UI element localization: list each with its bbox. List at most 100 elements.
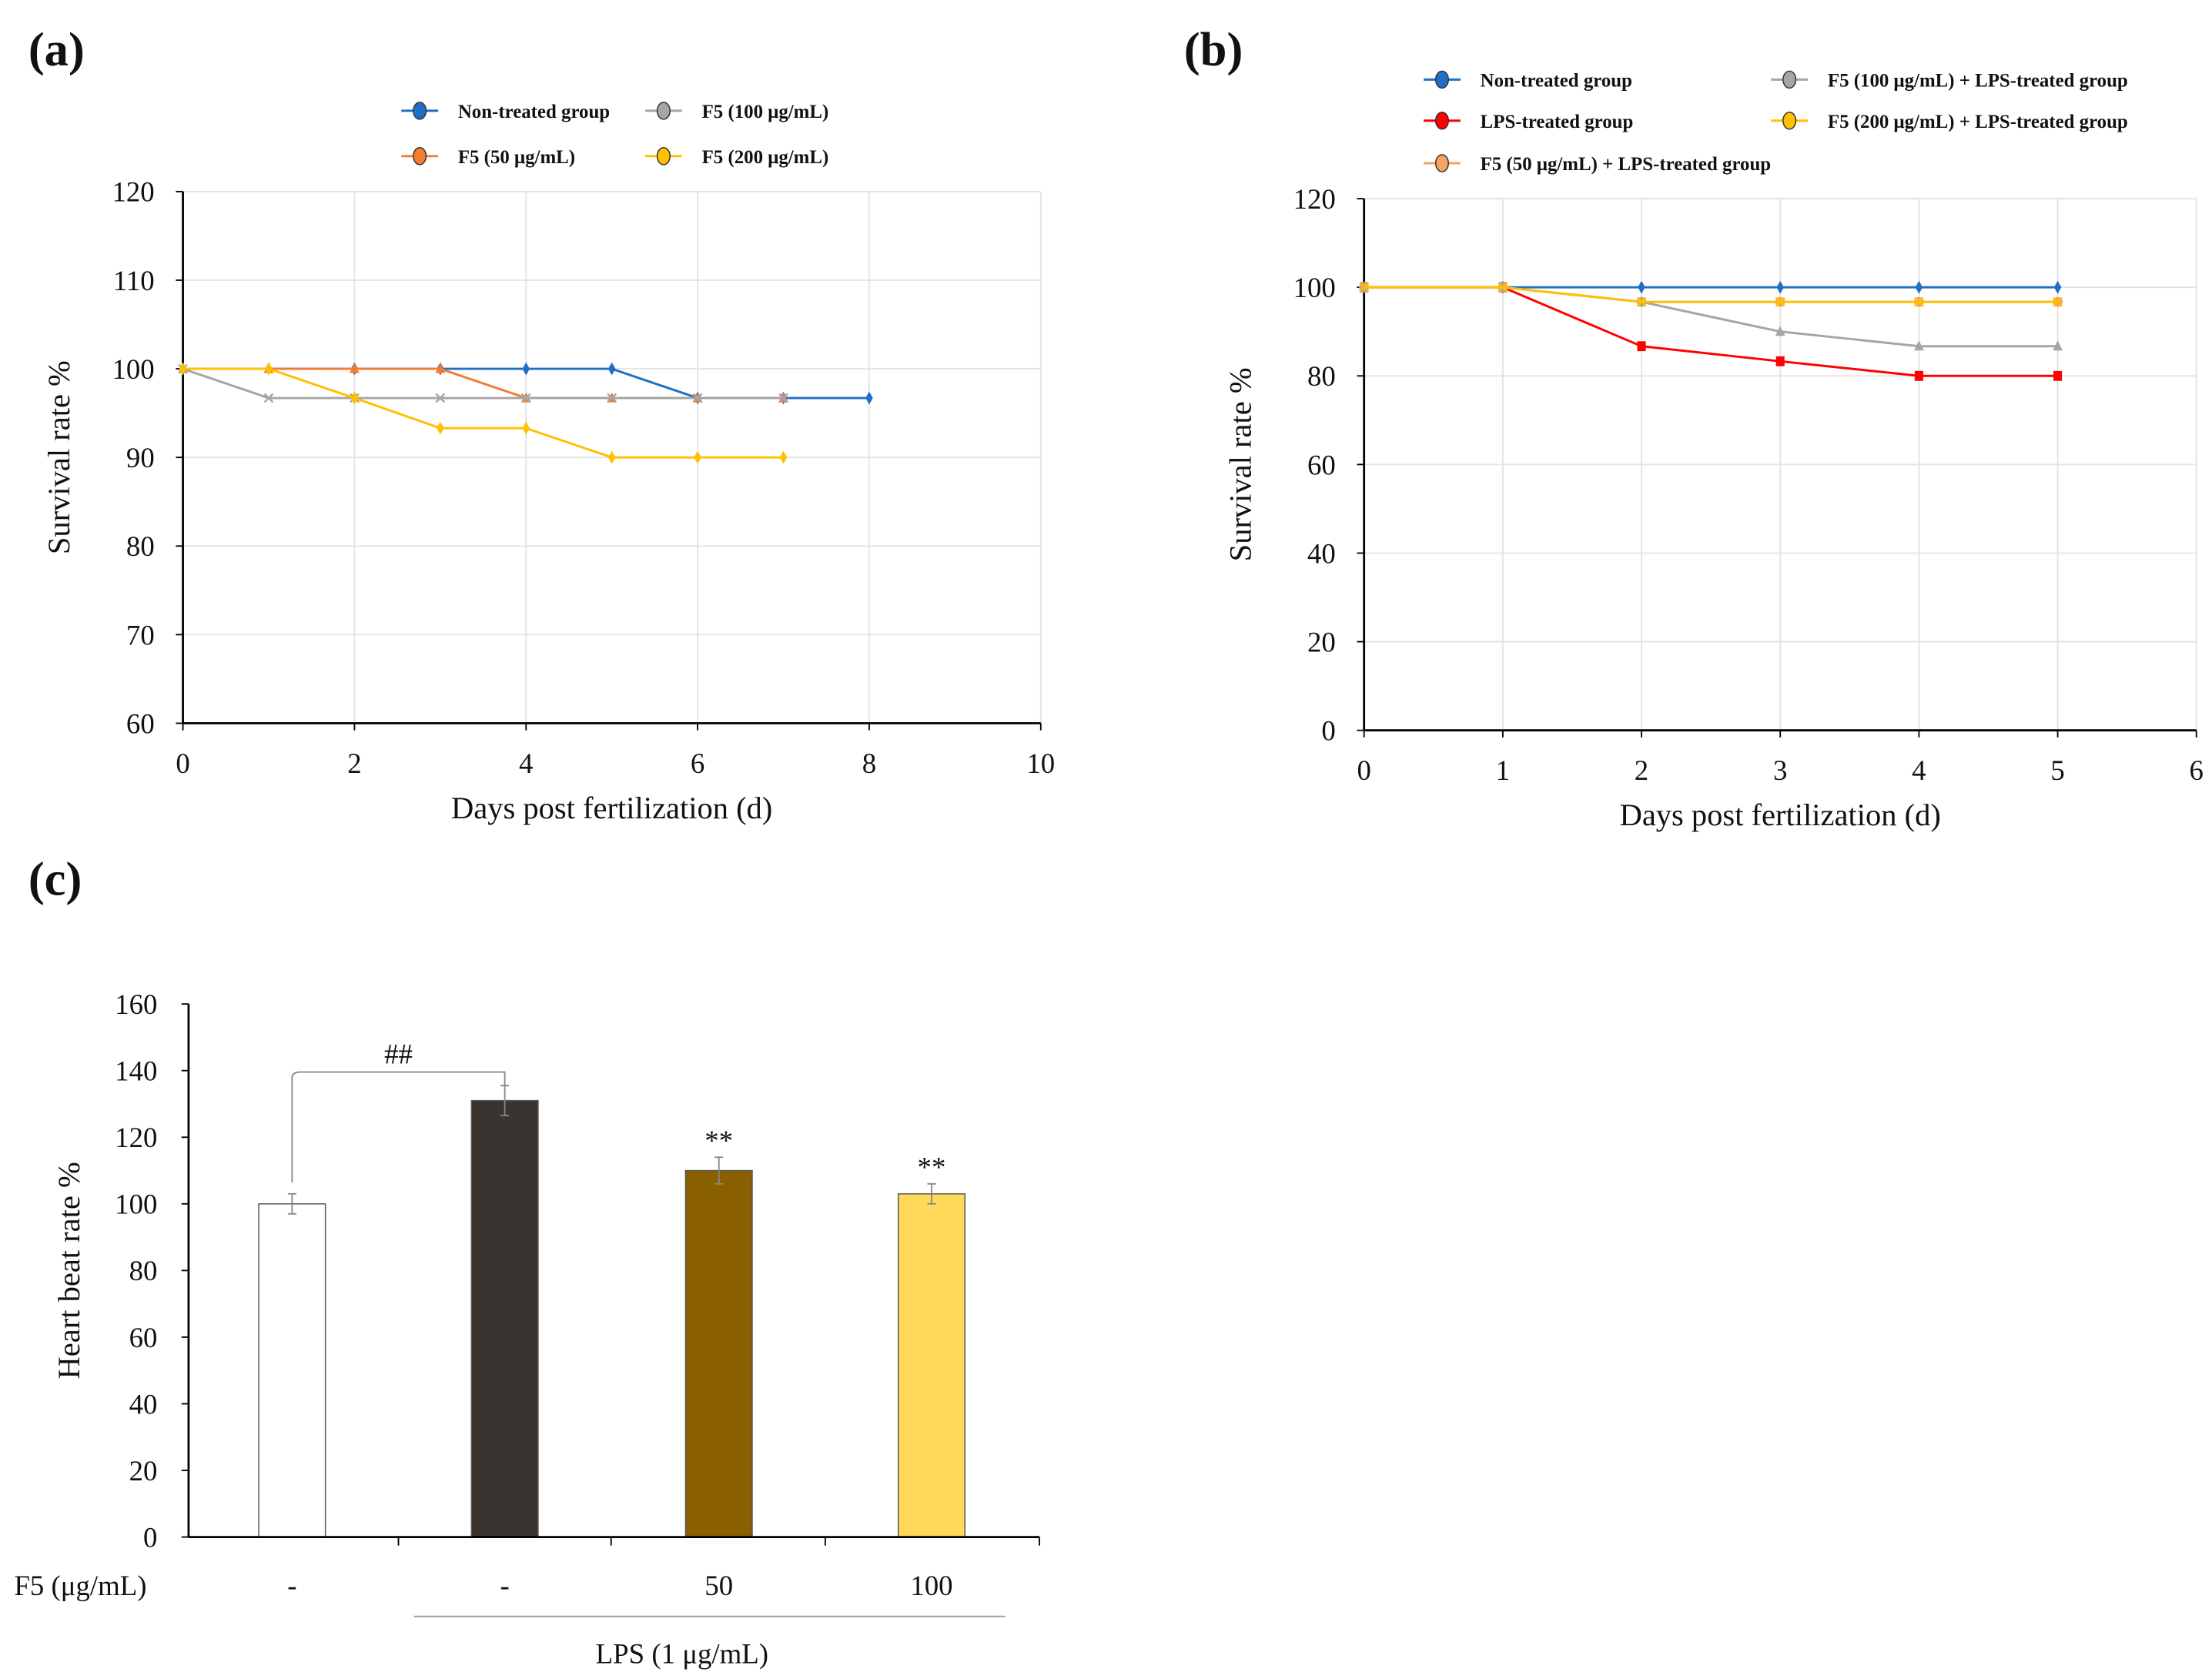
series-3 — [1359, 282, 2063, 307]
x-tick-label: 4 — [1912, 754, 1926, 786]
y-tick-label: 120 — [112, 176, 154, 208]
significance-label: ** — [918, 1152, 946, 1183]
series-line — [1364, 286, 2058, 348]
y-axis-title: Survival rate % — [42, 360, 76, 554]
data-point — [179, 362, 187, 376]
data-point — [1636, 296, 1647, 307]
legend-label: LPS-treated group — [1481, 112, 1634, 132]
panel-label-a: (a) — [28, 22, 85, 76]
data-point — [1913, 340, 1924, 351]
legend-label: F5 (100 μg/mL) + LPS-treated group — [1828, 71, 2128, 92]
bar-group: - — [258, 1192, 326, 1601]
data-point — [522, 421, 530, 435]
series-line — [1364, 286, 2058, 303]
legend-item: F5 (200 μg/mL) — [644, 147, 829, 168]
x-tick-label: 2 — [347, 748, 361, 779]
y-tick-label: 140 — [115, 1055, 157, 1087]
data-point — [349, 363, 360, 373]
legend-item: Non-treated group — [401, 102, 610, 122]
y-tick-label: 100 — [115, 1189, 157, 1220]
y-tick-label: 120 — [115, 1122, 157, 1153]
series-5 — [1359, 282, 2063, 307]
data-point — [1775, 296, 1785, 307]
series-2 — [1360, 282, 2063, 381]
y-tick-label: 80 — [126, 530, 155, 562]
y-axis-title: Heart beat rate % — [52, 1162, 86, 1379]
panel-label-b: (b) — [1184, 22, 1243, 76]
legend-label: F5 (200 μg/mL) — [702, 147, 829, 168]
data-point — [2053, 296, 2063, 307]
legend-label: Non-treated group — [1481, 71, 1632, 92]
legend-marker-icon — [1434, 154, 1449, 172]
legend-label: F5 (50 μg/mL) + LPS-treated group — [1481, 154, 1771, 175]
data-point — [263, 393, 274, 403]
row-label: F5 (μg/mL) — [14, 1570, 146, 1601]
series-line — [182, 367, 784, 459]
y-tick-label: 60 — [129, 1322, 158, 1353]
chart-a: 0 2 4 6 8 10 60 70 80 90 100 110 120 Days post fertil… — [42, 102, 1055, 825]
bar-group: - — [470, 1085, 539, 1601]
data-point — [1914, 296, 1924, 307]
data-point — [865, 391, 873, 405]
legend-item: F5 (200 μg/mL) + LPS-treated group — [1771, 112, 2128, 132]
x-tick-label: 0 — [176, 748, 189, 779]
bar-group: ** 100 — [897, 1152, 965, 1601]
y-tick-label: 20 — [1307, 626, 1336, 657]
data-point — [607, 450, 616, 464]
data-point — [1775, 326, 1785, 336]
x-tick-label: 0 — [1357, 754, 1370, 786]
x-tick-label: 5 — [2050, 754, 2064, 786]
series-line — [1364, 286, 2058, 303]
data-point — [2053, 370, 2063, 381]
data-point — [1359, 282, 1370, 293]
legend-item: Non-treated group — [1424, 71, 1632, 92]
error-bar — [287, 1192, 296, 1215]
series-4 — [1359, 281, 2063, 351]
series-line — [182, 367, 784, 400]
y-tick-label: 110 — [113, 265, 155, 296]
y-tick-label: 60 — [1307, 449, 1336, 480]
y-tick-label: 40 — [1307, 537, 1336, 569]
category-label: - — [500, 1570, 510, 1601]
legend-item: LPS-treated group — [1424, 112, 1633, 132]
legend-marker-icon — [413, 147, 427, 166]
y-tick-label: 20 — [129, 1455, 158, 1487]
y-axis-title: Survival rate % — [1223, 367, 1257, 561]
y-tick-label: 0 — [1321, 715, 1335, 747]
y-tick-label: 0 — [143, 1521, 157, 1553]
bar — [897, 1193, 965, 1538]
legend-marker-icon — [656, 147, 671, 166]
data-point — [1638, 280, 1645, 294]
x-tick-label: 6 — [2190, 754, 2204, 786]
category-label: - — [287, 1570, 296, 1601]
legend-marker-icon — [1434, 70, 1449, 89]
x-tick-label: 1 — [1496, 754, 1510, 786]
legend-item: F5 (100 μg/mL) + LPS-treated group — [1771, 71, 2128, 92]
data-point — [435, 363, 446, 373]
data-point — [2053, 340, 2063, 351]
x-axis-title: Days post fertilization (d) — [451, 791, 772, 825]
y-tick-label: 100 — [112, 353, 154, 385]
series-4 — [179, 362, 788, 464]
error-bar — [927, 1182, 936, 1205]
legend-marker-icon — [1434, 111, 1449, 130]
data-point — [522, 362, 530, 376]
x-tick-label: 3 — [1773, 754, 1787, 786]
legend-label: F5 (50 μg/mL) — [458, 147, 575, 168]
data-point — [437, 421, 444, 435]
data-point — [1637, 341, 1646, 352]
x-tick-label: 10 — [1026, 748, 1055, 779]
data-point — [1775, 356, 1785, 366]
y-tick-label: 90 — [126, 442, 155, 473]
legend-label: F5 (100 μg/mL) — [702, 102, 829, 122]
y-tick-label: 70 — [126, 619, 155, 651]
data-point — [1914, 370, 1923, 381]
y-tick-label: 80 — [1307, 360, 1336, 392]
data-point — [694, 450, 701, 464]
y-tick-label: 60 — [126, 707, 155, 739]
data-point — [607, 393, 617, 403]
data-point — [1498, 282, 1508, 293]
significance-label: ** — [704, 1125, 733, 1156]
